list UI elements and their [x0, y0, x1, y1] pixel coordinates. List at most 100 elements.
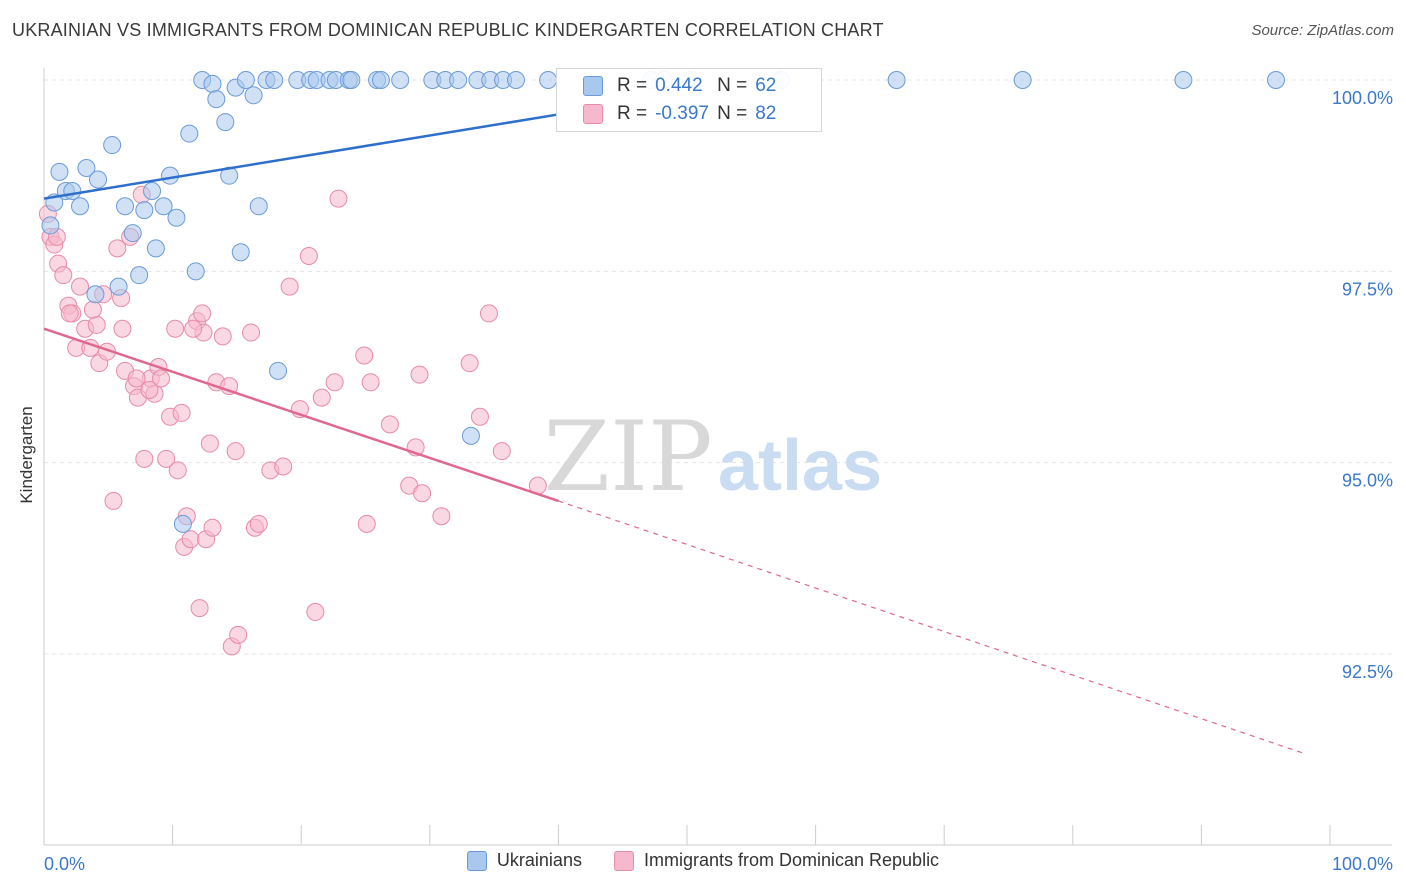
watermark-atlas: atlas [718, 426, 882, 506]
data-point [89, 170, 108, 189]
data-point [200, 434, 219, 453]
legend-item-dominican[interactable]: Immigrants from Dominican Republic [613, 850, 939, 871]
data-point [116, 197, 135, 216]
data-point [216, 113, 235, 132]
data-point [236, 71, 255, 89]
data-point [157, 449, 176, 468]
legend-row-ukrainians: R = 0.442 N = 62 [583, 73, 817, 99]
data-point [342, 71, 361, 89]
data-point [130, 266, 149, 285]
data-point [108, 239, 127, 258]
data-point [181, 530, 200, 549]
data-point [83, 300, 102, 319]
r-value: 0.442 [655, 75, 703, 96]
data-point [63, 181, 82, 200]
data-point [229, 625, 248, 644]
data-point [461, 426, 480, 445]
legend-label-ukrainians: Ukrainians [496, 850, 582, 870]
data-point [299, 247, 318, 266]
data-point [506, 71, 525, 89]
legend-swatch-blue [583, 76, 603, 96]
legend-item-ukrainians[interactable]: Ukrainians [466, 850, 582, 871]
data-point [410, 365, 429, 384]
trend-lines [43, 113, 1305, 755]
series-ukrainian-points [41, 71, 1285, 533]
data-point [161, 166, 180, 185]
data-point [135, 449, 154, 468]
data-point [249, 197, 268, 216]
data-point [50, 162, 69, 181]
data-point [203, 74, 222, 93]
r-label: R = [617, 103, 648, 124]
data-point [87, 315, 106, 334]
data-point [249, 514, 268, 533]
data-point [203, 518, 222, 537]
y-tick-label: 95.0% [1342, 471, 1393, 491]
legend-swatch-pink [613, 850, 634, 871]
data-point [231, 243, 250, 262]
n-value: 82 [755, 103, 777, 124]
data-point [207, 90, 226, 109]
chart-title: UKRAINIAN VS IMMIGRANTS FROM DOMINICAN R… [12, 20, 884, 40]
n-label: N = [717, 103, 748, 124]
data-point [492, 442, 511, 461]
data-point [280, 277, 299, 296]
data-point [244, 86, 263, 105]
data-point [325, 373, 344, 392]
data-point [103, 136, 122, 155]
data-point [391, 71, 410, 89]
axes [43, 68, 1392, 846]
r-label: R = [617, 75, 648, 96]
data-point [54, 266, 73, 285]
data-point [306, 602, 325, 621]
r-value: -0.397 [655, 103, 709, 124]
data-point [123, 224, 142, 243]
data-point [60, 304, 79, 323]
data-point [329, 189, 348, 208]
data-point [432, 507, 451, 526]
data-point [269, 361, 288, 380]
data-point [41, 216, 60, 235]
legend-row-dominican: R = -0.397 N = 82 [583, 101, 817, 127]
x-tick-label: 100.0% [1332, 854, 1393, 874]
data-point [193, 304, 212, 323]
data-point [312, 388, 331, 407]
data-point [413, 484, 432, 503]
legend-swatch-blue [466, 850, 487, 871]
trend-line-dominican-extension [558, 500, 1305, 755]
n-value: 62 [755, 75, 777, 96]
data-point [539, 71, 558, 89]
x-tick-label: 0.0% [44, 854, 85, 874]
correlation-legend: R = 0.442 N = 62 R = -0.397 N = 82 [556, 68, 822, 132]
data-point [173, 514, 192, 533]
data-point [274, 457, 293, 476]
data-point [460, 354, 479, 373]
data-point [242, 323, 261, 342]
y-tick-label: 97.5% [1342, 279, 1393, 299]
y-tick-label: 100.0% [1332, 88, 1393, 108]
data-point [146, 239, 165, 258]
watermark: ZIP atlas [543, 401, 882, 513]
legend-swatch-pink [583, 104, 603, 124]
data-point [168, 461, 187, 480]
series-dominican-points [38, 185, 547, 656]
data-point [1174, 71, 1193, 89]
y-tick-label: 92.5% [1342, 662, 1393, 682]
data-point [470, 407, 489, 426]
data-point [213, 327, 232, 346]
data-point [104, 491, 123, 510]
tick-labels: 100.0% 97.5% 95.0% 92.5% 0.0% 100.0% [44, 88, 1393, 874]
series-legend: Ukrainians Immigrants from Dominican Rep… [0, 850, 1406, 871]
data-point [167, 208, 186, 227]
watermark-zip: ZIP [543, 401, 712, 513]
data-point [109, 277, 128, 296]
data-point [166, 319, 185, 338]
data-point [180, 124, 199, 143]
data-point [113, 319, 132, 338]
data-point [380, 415, 399, 434]
data-point [355, 346, 374, 365]
data-point [265, 71, 284, 89]
data-point [184, 319, 203, 338]
data-point [226, 442, 245, 461]
data-point [140, 380, 159, 399]
